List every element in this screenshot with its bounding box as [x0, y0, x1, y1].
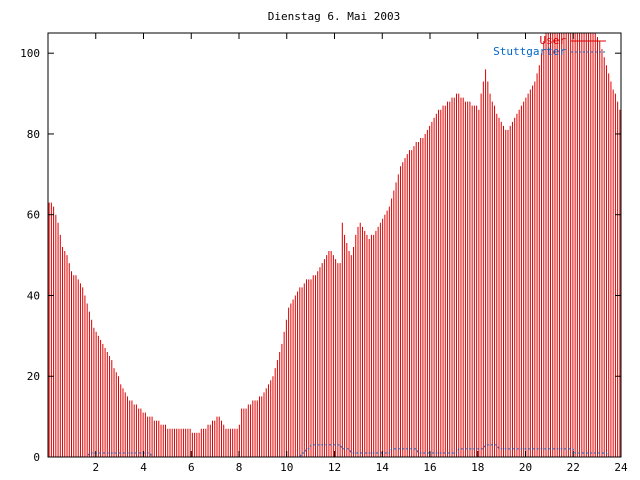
y-tick-label: 40	[27, 289, 40, 302]
legend-label: Stuttgarter	[493, 45, 566, 58]
x-tick-label: 16	[423, 461, 436, 474]
y-tick-label: 100	[20, 47, 40, 60]
x-tick-label: 6	[188, 461, 195, 474]
x-tick-label: 18	[471, 461, 484, 474]
y-tick-label: 0	[33, 451, 40, 464]
x-tick-label: 8	[236, 461, 243, 474]
user-bars	[48, 33, 621, 457]
y-tick-label: 20	[27, 370, 40, 383]
y-tick-label: 60	[27, 209, 40, 222]
x-tick-label: 20	[519, 461, 532, 474]
chart-title: Dienstag 6. Mai 2003	[268, 10, 400, 23]
y-tick-label: 80	[27, 128, 40, 141]
x-tick-label: 12	[328, 461, 341, 474]
x-tick-label: 4	[140, 461, 147, 474]
x-tick-label: 10	[280, 461, 293, 474]
legend-label: User	[540, 34, 567, 47]
x-tick-label: 24	[614, 461, 628, 474]
x-tick-label: 14	[376, 461, 390, 474]
x-tick-label: 2	[92, 461, 99, 474]
x-tick-label: 22	[567, 461, 580, 474]
